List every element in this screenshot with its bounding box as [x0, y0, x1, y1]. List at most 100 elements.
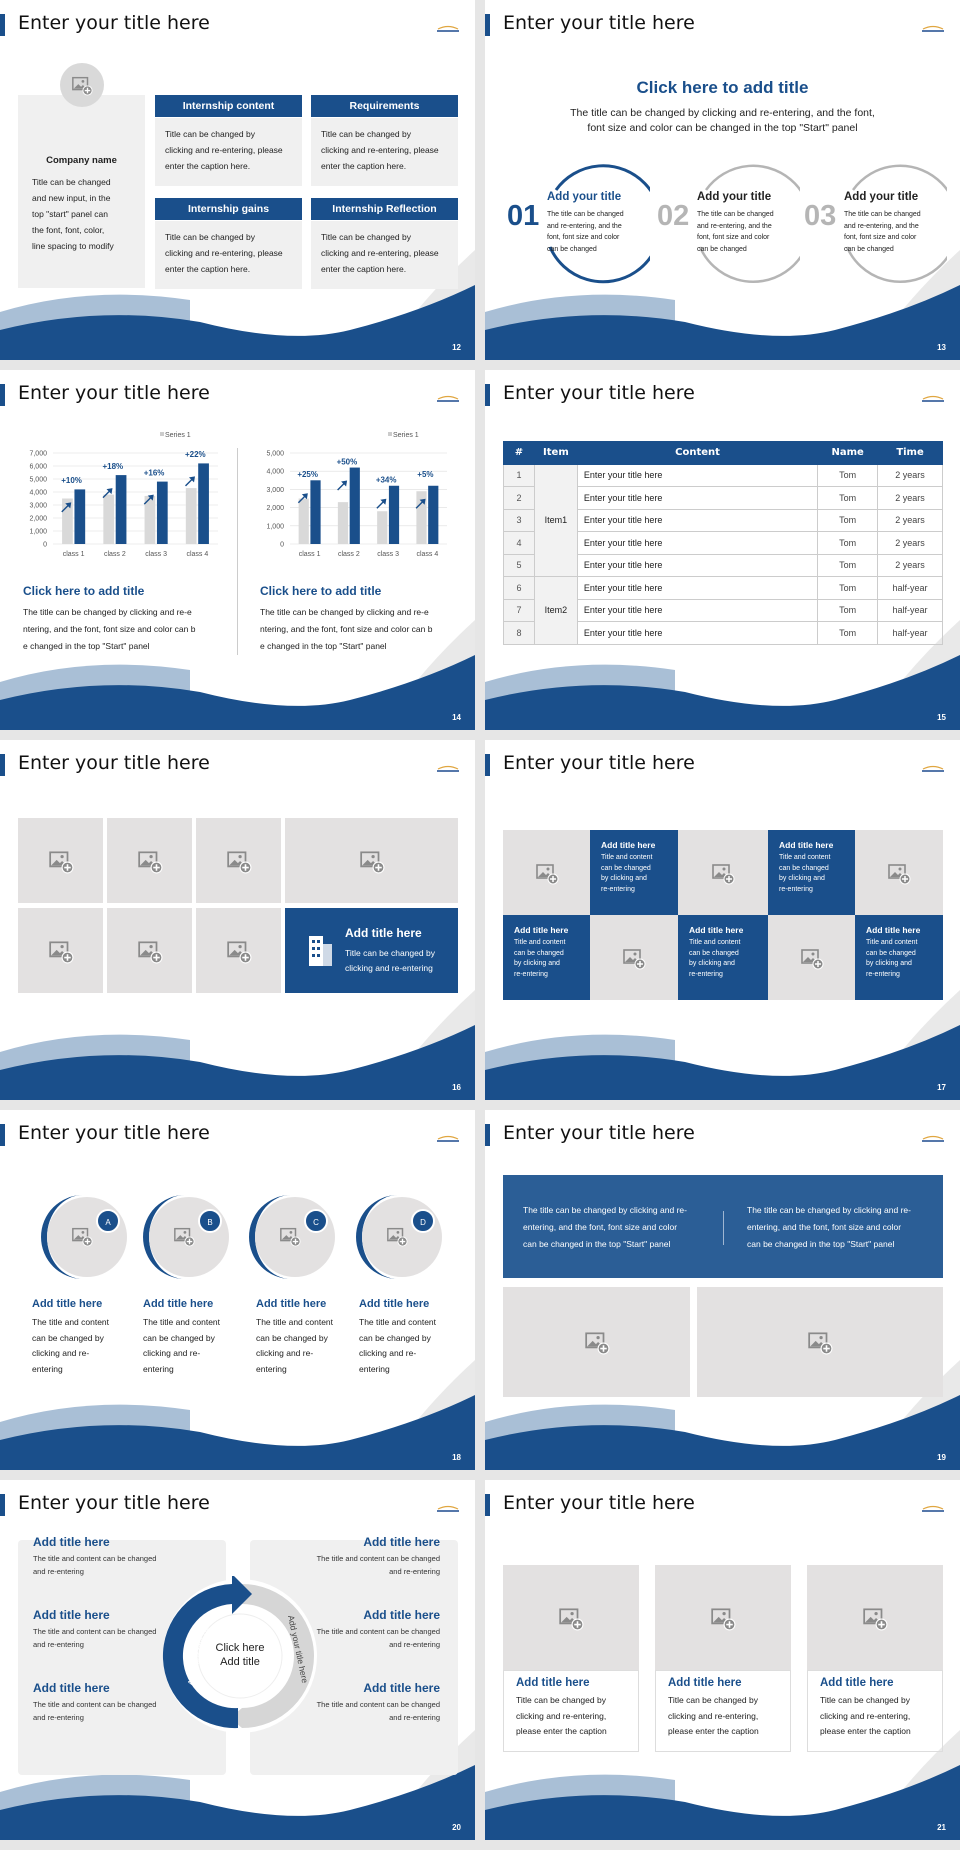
item-title[interactable]: Add title here: [256, 1298, 327, 1310]
image-placeholder[interactable]: [503, 1565, 639, 1670]
text-tile[interactable]: Add title here Title and content can be ch…: [678, 915, 768, 1000]
content-cell[interactable]: Enter your title here: [576, 553, 819, 577]
card-title[interactable]: Add title here: [820, 1677, 894, 1689]
feature-box[interactable]: Add title here Title can be changed by cli…: [285, 908, 458, 993]
content-cell[interactable]: Enter your title here: [576, 508, 819, 532]
slide-title[interactable]: Enter your title here: [18, 1492, 210, 1514]
table-row[interactable]: 8 Enter your title here Tom half-year: [503, 621, 943, 645]
image-placeholder[interactable]: [697, 1287, 943, 1397]
bar[interactable]: [298, 498, 309, 545]
column-header[interactable]: Content: [576, 441, 819, 465]
text-tile[interactable]: Add title here Title and content can be ch…: [768, 830, 855, 915]
content-cell[interactable]: Enter your title here: [576, 531, 819, 555]
text-line: The title and content can be changed: [33, 1627, 157, 1636]
column-header[interactable]: Name: [817, 441, 879, 465]
table-row[interactable]: 6 Item2 Enter your title here Tom half-year: [503, 576, 943, 645]
card-title[interactable]: Add title here: [516, 1677, 590, 1689]
item-title[interactable]: Add title here: [143, 1298, 214, 1310]
slide-title[interactable]: Enter your title here: [18, 382, 210, 404]
image-placeholder[interactable]: [279, 1225, 301, 1252]
bar[interactable]: [349, 467, 360, 544]
step-title[interactable]: Add your title: [697, 191, 772, 203]
step-title[interactable]: Add your title: [844, 191, 919, 203]
text-tile[interactable]: Add title here Title and content can be ch…: [855, 915, 943, 1000]
card-title[interactable]: Add title here: [668, 1677, 742, 1689]
bar[interactable]: [310, 480, 321, 544]
image-placeholder[interactable]: [386, 1225, 408, 1252]
slide-title[interactable]: Enter your title here: [503, 1122, 695, 1144]
panel-heading[interactable]: Click here to add title: [260, 584, 382, 598]
slide-title[interactable]: Enter your title here: [503, 752, 695, 774]
text-tile[interactable]: Add title here Title and content can be ch…: [590, 830, 678, 915]
step-title[interactable]: Add your title: [547, 191, 622, 203]
bar[interactable]: [428, 485, 439, 544]
subtitle: The title can be changed by clicking and…: [485, 106, 960, 136]
bar[interactable]: [115, 475, 127, 544]
bar[interactable]: [74, 489, 86, 544]
bar[interactable]: [416, 491, 427, 544]
item-title[interactable]: Add title here: [363, 1608, 440, 1622]
image-placeholder[interactable]: [196, 818, 281, 903]
table-row[interactable]: 2 Enter your title here Tom 2 years: [503, 486, 943, 510]
content-cell[interactable]: Enter your title here: [576, 576, 819, 600]
image-placeholder[interactable]: [18, 818, 103, 903]
bar[interactable]: [337, 502, 349, 544]
bar[interactable]: [388, 485, 400, 544]
column-header[interactable]: #: [503, 441, 535, 465]
table-row[interactable]: 5 Enter your title here Tom 2 years: [503, 553, 943, 577]
image-placeholder[interactable]: [503, 1287, 690, 1397]
slide-title[interactable]: Enter your title here: [503, 382, 695, 404]
text-line: clicking and re-entering,: [516, 1710, 607, 1721]
item-title[interactable]: Add title here: [33, 1535, 110, 1549]
image-placeholder[interactable]: [855, 830, 943, 915]
table-row[interactable]: 3 Enter your title here Tom 2 years: [503, 508, 943, 532]
content-cell[interactable]: Enter your title here: [576, 486, 819, 510]
image-placeholder[interactable]: [655, 1565, 791, 1670]
panel-heading[interactable]: Click here to add title: [23, 584, 145, 598]
image-placeholder[interactable]: [503, 830, 590, 915]
item-title[interactable]: Add title here: [363, 1535, 440, 1549]
slide-20: Enter your title here 20 Add title here Th…: [0, 1480, 475, 1840]
main-heading[interactable]: Click here to add title: [636, 78, 809, 97]
image-placeholder[interactable]: [18, 908, 103, 993]
column-header[interactable]: Time: [877, 441, 943, 465]
item-title[interactable]: Add title here: [32, 1298, 103, 1310]
bar[interactable]: [62, 498, 73, 545]
bar[interactable]: [103, 494, 115, 544]
bar[interactable]: [185, 488, 197, 544]
image-icon: [359, 850, 384, 873]
bar[interactable]: [198, 463, 209, 544]
image-placeholder[interactable]: [196, 908, 281, 993]
center-title[interactable]: Click here Add title: [200, 1641, 280, 1669]
slide-title[interactable]: Enter your title here: [503, 1492, 695, 1514]
item-title[interactable]: Add title here: [33, 1681, 110, 1695]
text-tile[interactable]: Add title here Title and content can be ch…: [503, 915, 590, 1000]
image-placeholder[interactable]: [768, 915, 855, 1000]
bar[interactable]: [156, 481, 168, 544]
image-placeholder[interactable]: [285, 818, 458, 903]
slide-title[interactable]: Enter your title here: [18, 752, 210, 774]
company-logo-placeholder[interactable]: [60, 63, 104, 107]
table-row[interactable]: 1 Item1 Enter your title here Tom 2 years: [503, 463, 943, 577]
image-placeholder[interactable]: [678, 830, 768, 915]
image-placeholder[interactable]: [107, 908, 192, 993]
content-cell[interactable]: Enter your title here: [576, 598, 819, 622]
content-cell[interactable]: Enter your title here: [576, 463, 819, 487]
image-placeholder[interactable]: [173, 1225, 195, 1252]
item-title[interactable]: Add title here: [33, 1608, 110, 1622]
slide-title[interactable]: Enter your title here: [18, 1122, 210, 1144]
item-title[interactable]: Add title here: [359, 1298, 430, 1310]
content-cell[interactable]: Enter your title here: [576, 621, 819, 645]
image-placeholder[interactable]: [590, 915, 678, 1000]
row-number: 7: [503, 598, 535, 622]
bar[interactable]: [377, 511, 388, 544]
image-placeholder[interactable]: [107, 818, 192, 903]
item-title[interactable]: Add title here: [363, 1681, 440, 1695]
image-placeholder[interactable]: [71, 1225, 93, 1252]
slide-title[interactable]: Enter your title here: [18, 12, 210, 34]
bar[interactable]: [144, 495, 156, 544]
circle-outline: [548, 164, 650, 284]
image-placeholder[interactable]: [807, 1565, 943, 1670]
column-header[interactable]: Item: [533, 441, 578, 465]
slide-title[interactable]: Enter your title here: [503, 12, 695, 34]
